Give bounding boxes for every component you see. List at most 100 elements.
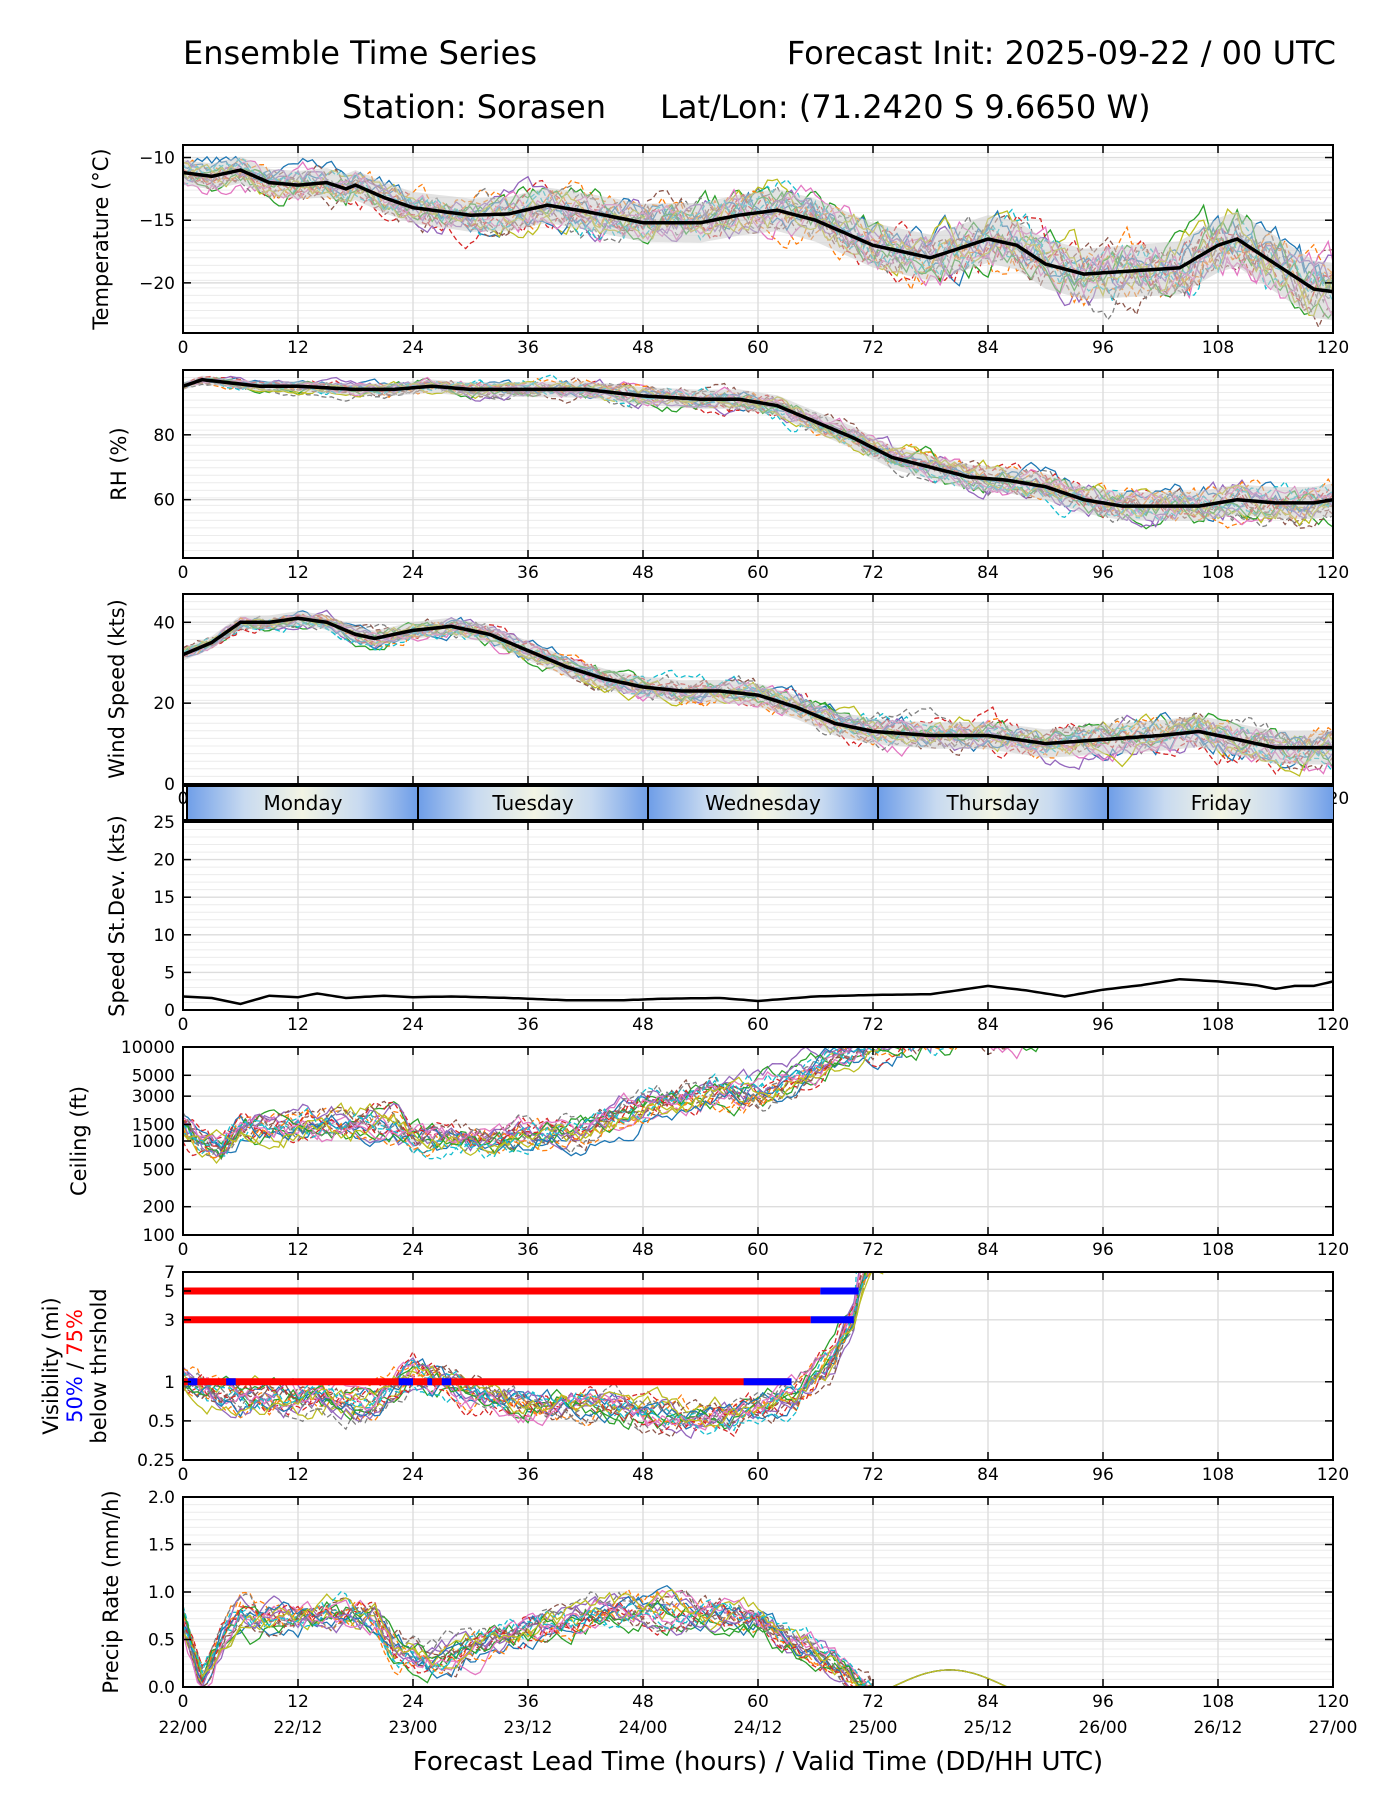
x-tick-label: 48 (632, 338, 654, 358)
x-tick-label: 84 (977, 338, 999, 358)
y-tick-label: 200 (143, 1198, 175, 1218)
x-tick-label: 84 (977, 563, 999, 583)
x-tick-label: 0 (178, 1015, 189, 1035)
ensemble-member-line (183, 1590, 1333, 1687)
x-tick-label: 72 (862, 338, 884, 358)
x-tick-label: 0 (178, 1465, 189, 1485)
ensemble-member-line (183, 1272, 868, 1425)
y-tick-label: 7 (164, 1263, 175, 1283)
x-tick-label: 0 (178, 563, 189, 583)
x-axis-ticks: 0 12 24 36 48 60 72 84 96 108 120 (178, 1497, 1349, 1712)
pct-separator: / (63, 1356, 87, 1376)
ensemble-member-line (183, 1047, 1040, 1160)
ensemble-member-line (183, 1272, 867, 1430)
panel-precip: 0 12 24 36 48 60 72 84 96 108 120 0.0 0.5 1.0 1.5 2.0 Pr… (99, 1488, 1349, 1712)
visibility-ylabel: Visibility (mi) 50% / 75% below thrshold (39, 1288, 111, 1443)
valid-time-tick-label: 24/00 (619, 1718, 668, 1738)
y-tick-label: 40 (153, 613, 175, 633)
plot-area (183, 1272, 884, 1440)
y-tick-label: 5 (164, 1282, 175, 1302)
x-tick-label: 24 (402, 1465, 424, 1485)
ensemble-member-line (183, 1047, 1009, 1160)
y-axis-ticks: 0.0 0.5 1.0 1.5 2.0 (148, 1488, 1333, 1698)
x-tick-label: 120 (1317, 1465, 1349, 1485)
visibility-ylabel-line3: below thrshold (87, 1288, 111, 1443)
x-tick-label: 12 (287, 1240, 309, 1260)
plot-area (183, 1047, 1066, 1165)
ensemble-member-line (183, 1272, 870, 1440)
major-grid (182, 1271, 1334, 1461)
pct75-label: 75% (63, 1309, 87, 1356)
x-axis-ticks: 0 12 24 36 48 60 72 84 96 108 120 (178, 1272, 1349, 1485)
x-tick-label: 72 (862, 1240, 884, 1260)
panel-rh: 0 12 24 36 48 60 72 84 96 108 120 60 80 RH (%) (107, 369, 1349, 583)
x-tick-label: 0 (178, 1692, 189, 1712)
ensemble-mean-line (183, 168, 1333, 294)
y-tick-label: 10 (153, 926, 175, 946)
y-tick-label: 100 (143, 1226, 175, 1246)
x-tick-label: 120 (1317, 1240, 1349, 1260)
y-axis-label: Temperature (°C) (89, 148, 113, 330)
ensemble-member-line (183, 1272, 865, 1438)
y-tick-label: 80 (153, 426, 175, 446)
y-tick-label: 1.0 (148, 1583, 175, 1603)
x-tick-label: 108 (1202, 338, 1234, 358)
valid-time-tick-label: 26/00 (1079, 1718, 1128, 1738)
x-axis-ticks: 0 12 24 36 48 60 72 84 96 108 120 (178, 1047, 1349, 1260)
ensemble-member-line (183, 1589, 1333, 1687)
y-tick-label: −10 (139, 149, 175, 169)
x-tick-label: 108 (1202, 563, 1234, 583)
x-tick-label: 84 (977, 1465, 999, 1485)
y-tick-label: 5000 (132, 1066, 175, 1086)
day-label-friday: Friday (1191, 791, 1252, 815)
x-tick-label: 60 (747, 1692, 769, 1712)
x-tick-label: 84 (977, 1240, 999, 1260)
ensemble-member-line (183, 1272, 864, 1429)
ensemble-member-line (183, 1272, 868, 1420)
title-right: Forecast Init: 2025-09-22 / 00 UTC (787, 34, 1336, 72)
panel-temp: 0 12 24 36 48 60 72 84 96 108 120 −20 −15 −10 Temperat… (89, 144, 1349, 358)
x-tick-label: 12 (287, 1692, 309, 1712)
day-cell-friday (1109, 787, 1333, 819)
ensemble-member-line (183, 1047, 874, 1157)
x-tick-label: 60 (747, 1240, 769, 1260)
x-tick-label: 24 (402, 1240, 424, 1260)
y-tick-label: 1500 (132, 1115, 175, 1135)
x-tick-label: 60 (747, 338, 769, 358)
x-axis-ticks: 0 12 24 36 48 60 72 84 96 108 120 (178, 822, 1349, 1035)
ensemble-member-line (183, 1047, 874, 1157)
ensemble-member-line (183, 1047, 889, 1161)
y-tick-label: 2.0 (148, 1488, 175, 1508)
ensemble-member-line (183, 1272, 866, 1431)
valid-time-tick-label: 23/12 (504, 1718, 553, 1738)
x-tick-label: 60 (747, 1465, 769, 1485)
x-tick-label: 120 (1317, 1015, 1349, 1035)
station-label: Station: Sorasen (342, 88, 606, 126)
y-axis-ticks: 60 80 (153, 426, 1333, 511)
y-axis-label: Wind Speed (kts) (105, 599, 129, 779)
valid-time-tick-label: 24/12 (734, 1718, 783, 1738)
y-tick-label: −20 (139, 274, 175, 294)
x-tick-label: 48 (632, 1692, 654, 1712)
x-tick-label: 84 (977, 1015, 999, 1035)
x-tick-label: 36 (517, 338, 539, 358)
y-tick-label: 1 (164, 1373, 175, 1393)
x-tick-label: 120 (1317, 563, 1349, 583)
x-tick-label: 108 (1202, 1465, 1234, 1485)
x-tick-label: 24 (402, 338, 424, 358)
y-tick-label: 60 (153, 491, 175, 511)
x-tick-label: 12 (287, 338, 309, 358)
ensemble-mean-line (183, 377, 1333, 508)
x-tick-label: 96 (1092, 338, 1114, 358)
y-axis-label: Ceiling (ft) (67, 1086, 91, 1196)
plot-area (183, 373, 1333, 530)
x-tick-label: 72 (862, 563, 884, 583)
x-tick-label: 12 (287, 1015, 309, 1035)
x-tick-label: 72 (862, 1465, 884, 1485)
x-axis-ticks: 0 12 24 36 48 60 72 84 96 108 120 (178, 370, 1349, 583)
ensemble-member-line (183, 1047, 881, 1157)
x-tick-label: 36 (517, 1240, 539, 1260)
x-tick-label: 60 (747, 563, 769, 583)
y-tick-label: 1.5 (148, 1536, 175, 1556)
